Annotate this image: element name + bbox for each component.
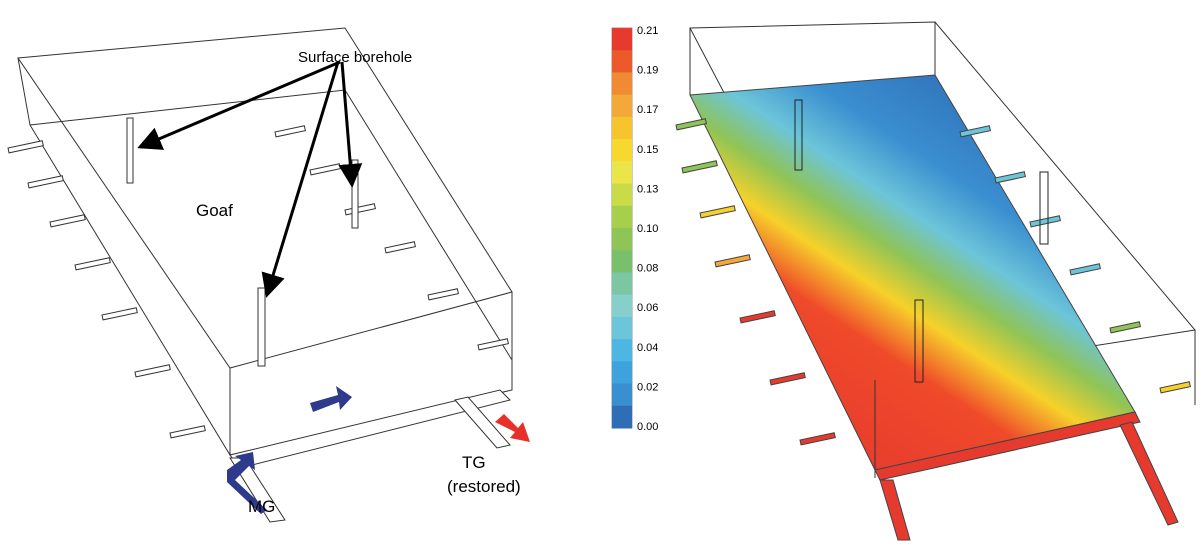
colorbar-band	[612, 228, 632, 251]
restored-label: (restored)	[447, 477, 521, 496]
colorbar-band	[612, 116, 632, 140]
colorbar-band	[612, 383, 632, 407]
colorbar-tick-label: 0.04	[637, 342, 658, 354]
colorbar-tick-label: 0.21	[637, 25, 658, 37]
colorbar-band	[612, 405, 632, 429]
colorbar-band	[612, 361, 632, 385]
colorbar-tick-label: 0.06	[637, 302, 658, 314]
tg-label: TG	[462, 453, 486, 472]
colorbar-band	[612, 72, 632, 96]
colorbar-band	[612, 272, 632, 296]
box-side	[17, 57, 513, 456]
branches	[675, 118, 1191, 446]
colorbar-tick-label: 0.10	[637, 223, 658, 235]
tg-branch	[454, 396, 511, 449]
colorbar-band	[612, 339, 632, 362]
goaf-outline	[29, 89, 513, 361]
colorbar-band	[612, 139, 632, 162]
left-model: Surface borehole Goaf MG TG (restored)	[7, 27, 530, 523]
colorbar-tick-label: 0.13	[637, 183, 658, 195]
inlet-arrow	[310, 386, 352, 412]
mg-arrow	[227, 452, 267, 514]
colorbar-band	[612, 205, 632, 229]
colorbar: 0.21 0.19 0.17 0.15 0.13 0.10 0.08 0.06 0.04 0.02…	[611, 25, 658, 433]
right-model	[675, 21, 1196, 541]
colorbar-band	[612, 94, 632, 118]
tg-branch	[1119, 421, 1179, 526]
colorbar-band	[612, 294, 632, 318]
colorbar-band	[612, 161, 632, 185]
colorbar-band	[612, 183, 632, 207]
branches	[7, 125, 509, 439]
colorbar-band	[612, 250, 632, 273]
colorbar-tick-label: 0.02	[637, 381, 658, 393]
concentration-surface	[689, 74, 1136, 471]
borehole-label: Surface borehole	[298, 49, 412, 66]
colorbar-band	[612, 316, 632, 340]
tg-road	[874, 411, 1141, 481]
boreholes	[126, 117, 359, 367]
colorbar-tick-label: 0.19	[637, 65, 658, 77]
mg-road	[879, 479, 911, 541]
colorbar-band	[612, 28, 632, 51]
colorbar-tick-label: 0.15	[637, 144, 658, 156]
outlet-arrow	[495, 414, 530, 442]
colorbar-band	[612, 50, 632, 73]
mg-label: MG	[248, 497, 275, 516]
colorbar-tick-label: 0.17	[637, 104, 658, 116]
pointer-arrows	[137, 60, 363, 298]
colorbar-tick-label: 0.00	[637, 421, 658, 433]
goaf-label: Goaf	[196, 201, 233, 220]
colorbar-tick-label: 0.08	[637, 263, 658, 275]
boreholes	[794, 99, 1049, 383]
